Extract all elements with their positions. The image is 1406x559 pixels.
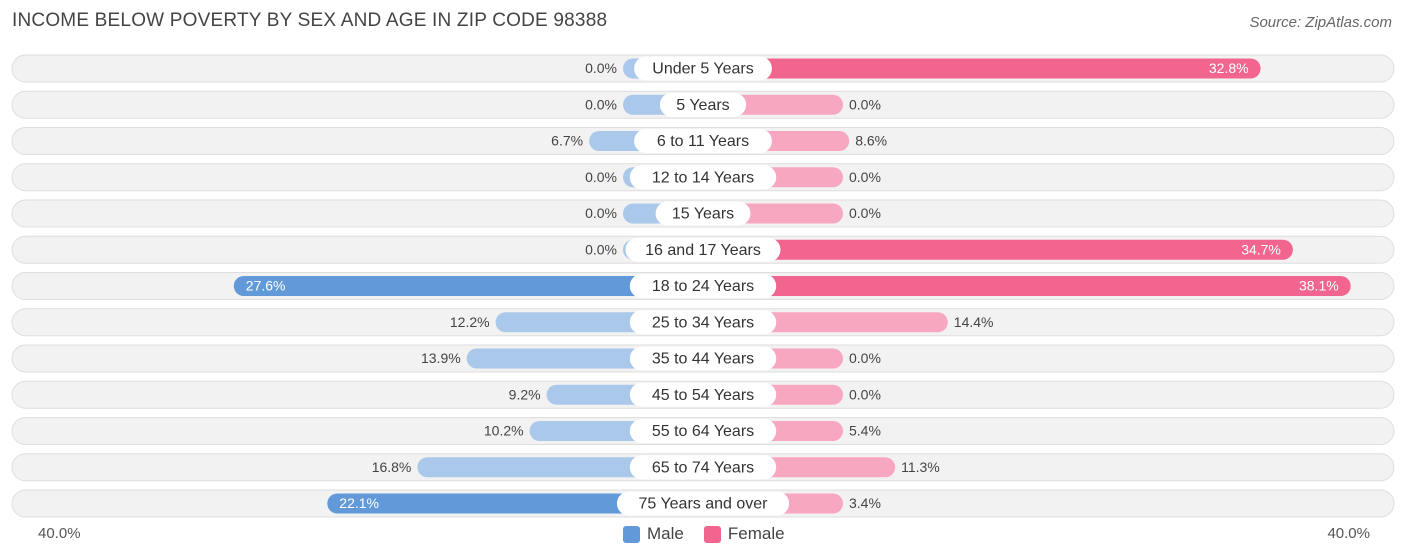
category-label: 18 to 24 Years <box>652 278 754 295</box>
category-label: 45 to 54 Years <box>652 387 754 404</box>
female-value-label: 0.0% <box>849 386 881 402</box>
male-bar <box>233 276 714 296</box>
legend-swatch-female <box>703 525 721 543</box>
category-pill <box>629 346 777 371</box>
category-label: 16 and 17 Years <box>645 242 761 259</box>
male-value-label: 27.6% <box>246 278 286 294</box>
legend-item-male: Male <box>623 524 684 544</box>
category-label: 15 Years <box>672 206 734 223</box>
female-value-label: 11.3% <box>901 459 940 475</box>
category-pill <box>634 56 772 81</box>
category-label: 5 Years <box>676 97 729 114</box>
female-value-label: 0.0% <box>849 350 881 366</box>
female-bar <box>693 239 1293 260</box>
category-pill <box>629 274 777 298</box>
male-value-label: 22.1% <box>339 495 379 511</box>
diverging-bar-chart: 0.0% 32.8% Under 5 Years 0.0% 0.0% 5 Years 6.7… <box>11 54 1395 518</box>
legend-item-female: Female <box>703 524 785 544</box>
female-bar <box>693 276 1351 296</box>
legend-swatch-male <box>623 525 640 543</box>
male-bar <box>327 493 713 514</box>
category-label: Under 5 Years <box>652 61 753 78</box>
female-value-label: 0.0% <box>849 205 881 221</box>
chart-title: INCOME BELOW POVERTY BY SEX AND AGE IN Z… <box>12 10 608 31</box>
category-label: 6 to 11 Years <box>657 133 749 150</box>
category-label: 75 Years and over <box>639 496 769 513</box>
female-value-label: 38.1% <box>1299 278 1339 294</box>
legend: Male Female <box>623 524 797 544</box>
male-value-label: 6.7% <box>551 133 583 149</box>
male-value-label: 12.2% <box>450 314 490 330</box>
female-value-label: 5.4% <box>849 423 881 439</box>
male-value-label: 0.0% <box>585 205 617 221</box>
category-label: 25 to 34 Years <box>652 314 754 331</box>
female-bar <box>693 58 1261 79</box>
female-value-label: 8.6% <box>855 133 887 149</box>
male-value-label: 0.0% <box>585 169 617 185</box>
category-pill <box>629 382 777 407</box>
female-value-label: 0.0% <box>849 96 881 112</box>
female-value-label: 34.7% <box>1241 241 1281 257</box>
female-value-label: 0.0% <box>849 169 881 185</box>
category-pill <box>616 491 790 516</box>
male-value-label: 13.9% <box>421 350 461 366</box>
male-value-label: 0.0% <box>585 96 617 112</box>
category-pill <box>629 419 777 443</box>
category-label: 35 to 44 Years <box>652 351 754 368</box>
male-value-label: 9.2% <box>509 386 541 402</box>
female-value-label: 32.8% <box>1209 60 1249 76</box>
legend-label-male: Male <box>647 524 684 543</box>
category-pill <box>634 129 772 153</box>
category-label: 55 to 64 Years <box>652 423 754 440</box>
female-value-label: 3.4% <box>849 495 881 511</box>
axis-right-label: 40.0% <box>1327 525 1370 542</box>
axis-left-label: 40.0% <box>38 525 81 542</box>
category-pill <box>625 237 781 262</box>
male-value-label: 16.8% <box>372 459 412 475</box>
category-pill <box>629 455 777 480</box>
category-label: 12 to 14 Years <box>652 169 754 186</box>
female-value-label: 14.4% <box>954 314 994 330</box>
category-label: 65 to 74 Years <box>652 459 754 476</box>
legend-label-female: Female <box>727 524 785 543</box>
category-pill <box>629 310 777 335</box>
source-label: Source: ZipAtlas.com <box>1249 14 1392 31</box>
male-value-label: 0.0% <box>585 241 617 257</box>
male-value-label: 10.2% <box>484 423 524 439</box>
category-pill <box>659 92 747 117</box>
category-pill <box>629 165 777 190</box>
male-value-label: 0.0% <box>585 60 617 76</box>
category-pill <box>655 201 751 226</box>
